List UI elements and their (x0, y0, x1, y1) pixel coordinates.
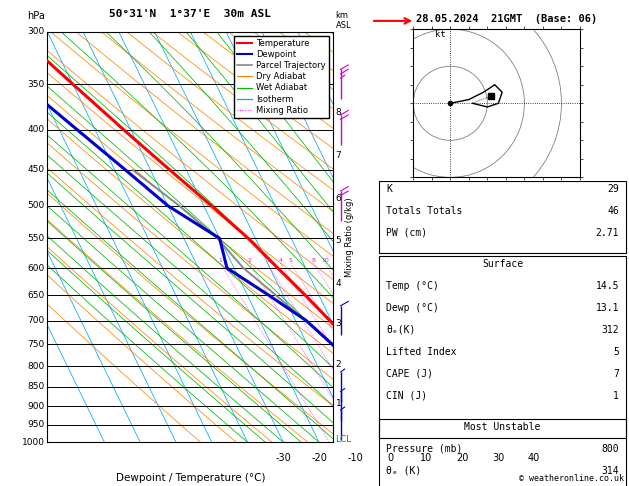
Text: -10: -10 (347, 452, 363, 463)
Text: 3: 3 (265, 259, 269, 263)
Text: 14.5: 14.5 (596, 281, 619, 291)
Text: 4: 4 (336, 278, 342, 288)
Text: 10: 10 (321, 259, 329, 263)
Text: 4: 4 (279, 259, 282, 263)
Text: 900: 900 (28, 402, 45, 411)
Text: 1000: 1000 (22, 438, 45, 447)
Text: 312: 312 (601, 325, 619, 335)
Text: 8: 8 (312, 259, 316, 263)
Text: 3: 3 (336, 319, 342, 328)
Text: LCL: LCL (335, 435, 351, 444)
Text: 13.1: 13.1 (596, 303, 619, 313)
Text: 750: 750 (28, 340, 45, 348)
Text: K: K (386, 184, 392, 194)
Text: 0: 0 (387, 452, 394, 463)
Text: 400: 400 (28, 125, 45, 134)
Text: 2: 2 (247, 259, 252, 263)
Text: -30: -30 (276, 452, 291, 463)
Text: 600: 600 (28, 263, 45, 273)
Text: 700: 700 (28, 316, 45, 325)
Text: 1: 1 (613, 391, 619, 401)
Text: 550: 550 (28, 234, 45, 243)
Text: Dewpoint / Temperature (°C): Dewpoint / Temperature (°C) (116, 473, 265, 483)
Text: kt: kt (435, 30, 446, 38)
Text: 314: 314 (601, 466, 619, 476)
Text: Pressure (mb): Pressure (mb) (386, 444, 463, 454)
Text: 20: 20 (456, 452, 469, 463)
Text: 800: 800 (601, 444, 619, 454)
Text: km
ASL: km ASL (336, 11, 351, 30)
Text: 8: 8 (336, 108, 342, 117)
Text: 350: 350 (28, 80, 45, 88)
Text: CAPE (J): CAPE (J) (386, 369, 433, 379)
Text: 40: 40 (528, 452, 540, 463)
Text: CIN (J): CIN (J) (386, 391, 427, 401)
Text: 5: 5 (336, 236, 342, 245)
Text: 10: 10 (420, 452, 433, 463)
Bar (379, 256, 626, 438)
Text: 650: 650 (28, 291, 45, 300)
Text: 950: 950 (28, 420, 45, 429)
Text: 2.71: 2.71 (596, 228, 619, 238)
Text: Mixing Ratio (g/kg): Mixing Ratio (g/kg) (345, 197, 353, 277)
Text: 28.05.2024  21GMT  (Base: 06): 28.05.2024 21GMT (Base: 06) (416, 14, 597, 24)
Text: 450: 450 (28, 165, 45, 174)
Bar (379, 419, 626, 486)
Text: 7: 7 (613, 369, 619, 379)
Text: 2: 2 (336, 360, 342, 368)
Text: 1: 1 (336, 399, 342, 408)
Legend: Temperature, Dewpoint, Parcel Trajectory, Dry Adiabat, Wet Adiabat, Isotherm, Mi: Temperature, Dewpoint, Parcel Trajectory… (234, 36, 329, 118)
Text: Surface: Surface (482, 259, 523, 269)
Text: -20: -20 (311, 452, 327, 463)
Text: hPa: hPa (27, 11, 45, 21)
Text: Totals Totals: Totals Totals (386, 206, 463, 216)
Text: 5: 5 (613, 347, 619, 357)
Text: Temp (°C): Temp (°C) (386, 281, 439, 291)
Text: 1: 1 (218, 259, 222, 263)
Text: 850: 850 (28, 382, 45, 391)
Text: © weatheronline.co.uk: © weatheronline.co.uk (519, 474, 624, 483)
Text: PW (cm): PW (cm) (386, 228, 427, 238)
Text: θₑ(K): θₑ(K) (386, 325, 416, 335)
Text: 300: 300 (28, 27, 45, 36)
Text: 6: 6 (336, 194, 342, 203)
Bar (379, 181, 626, 253)
Text: 5: 5 (289, 259, 292, 263)
Text: 7: 7 (336, 151, 342, 160)
Text: Lifted Index: Lifted Index (386, 347, 457, 357)
Text: 29: 29 (607, 184, 619, 194)
Text: θₑ (K): θₑ (K) (386, 466, 421, 476)
Text: Most Unstable: Most Unstable (464, 422, 541, 432)
Text: 500: 500 (28, 201, 45, 210)
Text: 800: 800 (28, 362, 45, 371)
Text: 46: 46 (607, 206, 619, 216)
Text: Dewp (°C): Dewp (°C) (386, 303, 439, 313)
Text: 30: 30 (492, 452, 504, 463)
Text: 50°31'N  1°37'E  30m ASL: 50°31'N 1°37'E 30m ASL (109, 9, 271, 19)
